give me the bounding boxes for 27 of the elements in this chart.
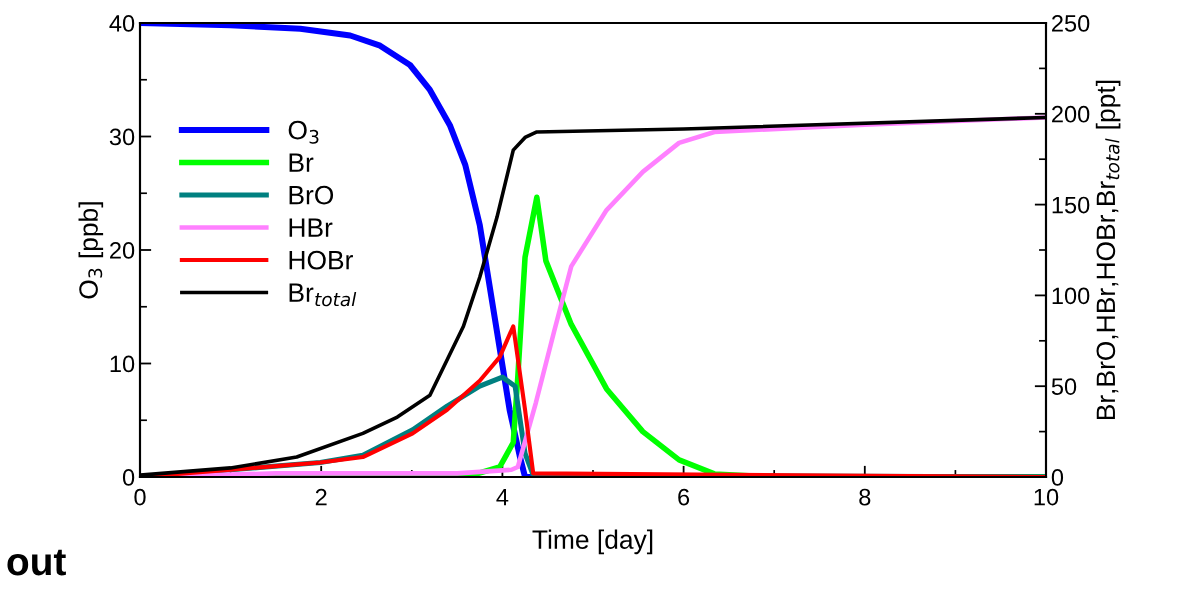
x-tick-label: 0 (134, 488, 146, 506)
y2-tick-label: 100 (1052, 287, 1090, 305)
x-tick-label: 10 (1034, 488, 1059, 506)
x-tick-label: 2 (315, 488, 327, 506)
y-tick-label: 10 (110, 355, 135, 373)
x-tick-label: 4 (496, 488, 509, 506)
y2-tick-label: 50 (1051, 378, 1077, 395)
legend-label: Br (289, 153, 314, 172)
legend-label: Br$_{total}$ (289, 283, 357, 307)
x-tick-label: 6 (678, 488, 690, 506)
y-tick-label: 30 (109, 128, 135, 146)
y2-tick-label: 150 (1052, 196, 1090, 214)
y2-tick-label: 0 (1051, 469, 1064, 486)
legend-label: O$_{3}$ (288, 120, 319, 144)
y2-tick-label: 200 (1052, 105, 1090, 123)
legend-label: BrO (289, 185, 334, 205)
y-tick-label: 20 (110, 242, 135, 259)
y2-tick-label: 250 (1052, 15, 1090, 32)
y-tick-label: 0 (122, 469, 135, 486)
text: out (7, 549, 66, 576)
y2-axis-title: Br,BrO,HBr,HOBr,Br$_{total}$ [ppt] (1095, 80, 1121, 420)
y-axis-title: O$_{3}$ [ppb] (78, 202, 104, 299)
x-tick-label: 8 (859, 488, 871, 506)
legend-label: HOBr (289, 250, 353, 270)
x-axis-title: Time [day] (532, 529, 653, 555)
legend-label: HBr (289, 218, 333, 237)
y-tick-label: 40 (109, 15, 135, 32)
